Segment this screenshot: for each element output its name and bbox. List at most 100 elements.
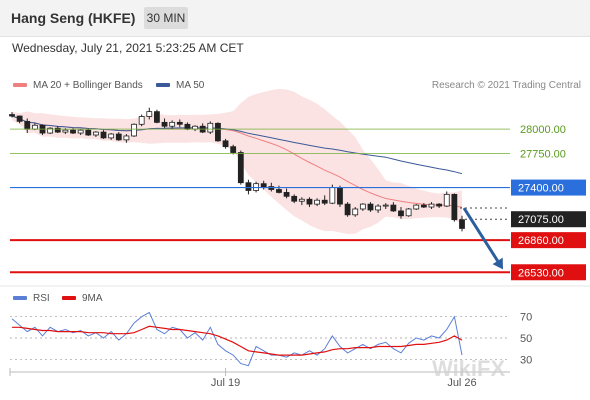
candle-body bbox=[215, 122, 221, 142]
candle-body bbox=[77, 129, 84, 134]
candle-body bbox=[398, 210, 404, 217]
watermark-text: WikiFX bbox=[432, 356, 505, 381]
level-last: 27075.00 bbox=[460, 211, 586, 228]
candle-body bbox=[237, 152, 244, 184]
candle-body bbox=[413, 204, 420, 210]
candle bbox=[138, 114, 145, 127]
candle-body bbox=[382, 204, 389, 207]
candle-body bbox=[276, 189, 282, 193]
candle-body bbox=[47, 127, 54, 134]
level-support: 26860.00 bbox=[10, 232, 586, 249]
rsi-level-label: 30 bbox=[520, 354, 532, 366]
candle bbox=[359, 203, 366, 211]
candle bbox=[176, 119, 183, 128]
candle-body bbox=[9, 114, 15, 117]
candle-body bbox=[115, 133, 122, 141]
candle bbox=[436, 203, 443, 209]
candle bbox=[420, 203, 427, 209]
candle-body bbox=[108, 133, 115, 139]
candle bbox=[222, 138, 229, 149]
candle bbox=[16, 115, 23, 124]
candle-body bbox=[359, 203, 366, 210]
candle bbox=[207, 121, 214, 135]
instrument-title: Hang Seng (HKFE) bbox=[11, 10, 136, 26]
ma20-swatch bbox=[13, 83, 27, 88]
candle bbox=[108, 133, 115, 140]
candle-body bbox=[451, 193, 458, 221]
candle-body bbox=[85, 129, 92, 136]
bollinger-band bbox=[12, 88, 462, 235]
candle bbox=[367, 202, 374, 212]
candle bbox=[77, 129, 84, 135]
projection-arrow-head bbox=[492, 257, 503, 270]
candle-body bbox=[352, 208, 359, 216]
candle-body bbox=[245, 182, 252, 191]
level-badge bbox=[511, 179, 586, 196]
candle bbox=[9, 112, 15, 118]
candle bbox=[123, 134, 130, 143]
candle-body bbox=[161, 121, 168, 127]
candle-body bbox=[390, 204, 397, 212]
candle bbox=[131, 123, 137, 137]
candle-body bbox=[207, 122, 214, 133]
legend-rsi-label: RSI bbox=[33, 293, 50, 304]
candle bbox=[344, 202, 351, 217]
candle bbox=[443, 191, 450, 208]
legend-ma20-label: MA 20 + Bollinger Bands bbox=[33, 80, 143, 91]
candle-body bbox=[138, 116, 145, 125]
candle bbox=[375, 204, 382, 213]
candle bbox=[413, 204, 420, 210]
rsi-line bbox=[11, 311, 463, 367]
candle-body bbox=[283, 192, 290, 197]
level-resistance-thin: 27750.00 bbox=[10, 148, 566, 160]
candle-body bbox=[54, 127, 61, 133]
candle-body bbox=[230, 146, 237, 153]
candle bbox=[291, 194, 298, 204]
candle bbox=[47, 127, 54, 135]
level-label: 27750.00 bbox=[520, 148, 566, 160]
candle bbox=[352, 207, 359, 217]
legend-ma9-label: 9MA bbox=[82, 293, 103, 304]
ma50-swatch bbox=[156, 83, 170, 88]
level-label: 27075.00 bbox=[518, 214, 564, 226]
level-badge bbox=[511, 211, 586, 228]
candle-body bbox=[459, 219, 465, 229]
candle-body bbox=[329, 187, 336, 204]
candle bbox=[398, 207, 404, 219]
candle-body bbox=[291, 195, 298, 202]
candle-body bbox=[337, 187, 343, 205]
x-tick-label: Jul 26 bbox=[447, 377, 476, 389]
level-label: 26530.00 bbox=[518, 267, 564, 279]
candle bbox=[337, 185, 343, 208]
candle-body bbox=[222, 140, 229, 148]
timeframe-button[interactable]: 30 MIN bbox=[144, 7, 188, 29]
level-label: 27400.00 bbox=[518, 183, 564, 195]
ma9-swatch bbox=[62, 296, 76, 301]
chart-header: Hang Seng (HKFE) 30 MIN bbox=[0, 0, 590, 37]
level-support: 26530.00 bbox=[10, 264, 586, 281]
legend-rsi: RSI bbox=[13, 293, 50, 304]
candle-body bbox=[92, 131, 99, 136]
candle bbox=[146, 107, 153, 120]
level-badge bbox=[511, 232, 586, 249]
projection-arrow-shaft bbox=[462, 207, 499, 262]
candle-body bbox=[321, 199, 328, 204]
rsi-level-label: 50 bbox=[520, 333, 532, 345]
candle-body bbox=[298, 198, 305, 202]
candle bbox=[314, 198, 320, 207]
legend-ma50-label: MA 50 bbox=[176, 80, 205, 91]
candle-body bbox=[184, 123, 191, 130]
candle-body bbox=[70, 129, 76, 134]
candle bbox=[100, 130, 107, 139]
candle bbox=[237, 150, 244, 185]
candle bbox=[306, 197, 313, 208]
candle bbox=[276, 185, 282, 194]
legend-ma9: 9MA bbox=[62, 293, 103, 304]
legend-ma20: MA 20 + Bollinger Bands bbox=[13, 80, 143, 91]
level-resistance-thin: 28000.00 bbox=[10, 124, 566, 136]
candle bbox=[283, 188, 290, 199]
candle bbox=[154, 109, 160, 124]
candle bbox=[161, 118, 168, 129]
research-credit: Research © 2021 Trading Central bbox=[431, 80, 581, 91]
